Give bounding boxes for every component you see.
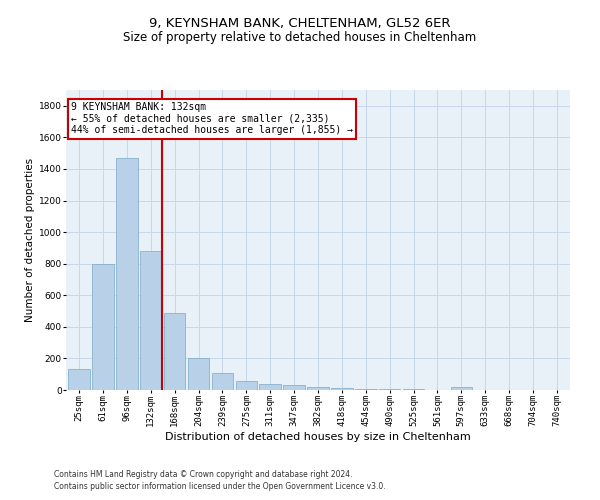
Text: Contains public sector information licensed under the Open Government Licence v3: Contains public sector information licen… <box>54 482 386 491</box>
Bar <box>92 264 114 390</box>
Bar <box>259 384 281 390</box>
Text: Contains HM Land Registry data © Crown copyright and database right 2024.: Contains HM Land Registry data © Crown c… <box>54 470 353 479</box>
Text: Size of property relative to detached houses in Cheltenham: Size of property relative to detached ho… <box>124 31 476 44</box>
Text: 9 KEYNSHAM BANK: 132sqm
← 55% of detached houses are smaller (2,335)
44% of semi: 9 KEYNSHAM BANK: 132sqm ← 55% of detache… <box>71 102 353 135</box>
Bar <box>283 386 305 390</box>
Bar <box>188 358 209 390</box>
X-axis label: Distribution of detached houses by size in Cheltenham: Distribution of detached houses by size … <box>165 432 471 442</box>
Bar <box>307 387 329 390</box>
Bar <box>212 374 233 390</box>
Bar <box>236 380 257 390</box>
Bar <box>140 251 161 390</box>
Bar <box>164 312 185 390</box>
Y-axis label: Number of detached properties: Number of detached properties <box>25 158 35 322</box>
Text: 9, KEYNSHAM BANK, CHELTENHAM, GL52 6ER: 9, KEYNSHAM BANK, CHELTENHAM, GL52 6ER <box>149 18 451 30</box>
Bar <box>379 389 400 390</box>
Bar <box>403 389 424 390</box>
Bar <box>451 387 472 390</box>
Bar <box>331 388 353 390</box>
Bar <box>116 158 137 390</box>
Bar <box>355 388 377 390</box>
Bar <box>68 370 90 390</box>
